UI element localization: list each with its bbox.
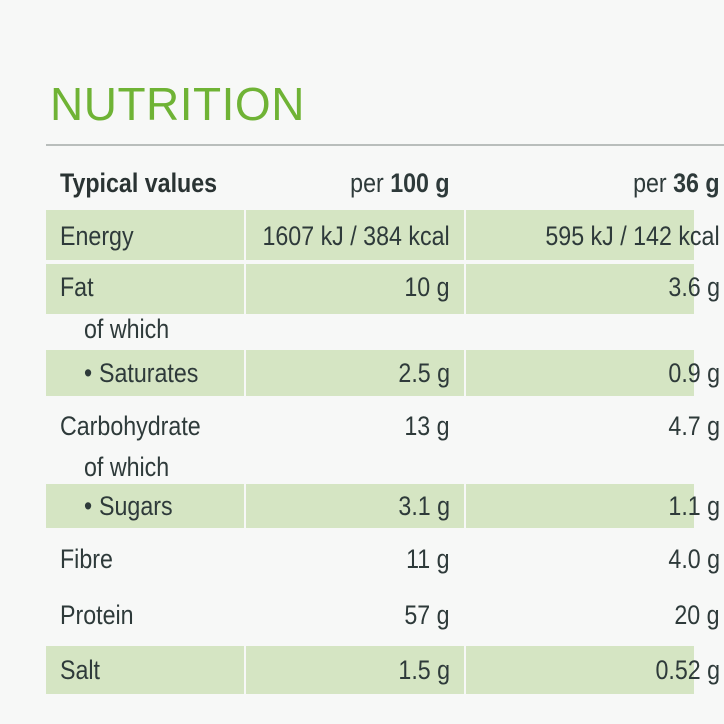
header-per-serving: per 36 g (633, 168, 720, 198)
row-label: Salt (60, 655, 101, 685)
table-row-saturates: • Saturates 2.5 g 0.9 g (46, 350, 724, 396)
nutrition-title: NUTRITION (50, 78, 305, 130)
row-value-per-serving: 4.7 g (668, 411, 720, 441)
row-label: Energy (60, 221, 134, 251)
row-label: • Sugars (84, 491, 173, 521)
bullet-icon: • (84, 491, 93, 521)
row-value-per100: 3.1 g (398, 491, 450, 521)
row-value-per-serving: 1.1 g (668, 491, 720, 521)
row-value-per-serving: 4.0 g (668, 544, 720, 574)
row-value-per100: 1.5 g (398, 655, 450, 685)
row-value-per-serving: 20 g (674, 600, 720, 630)
row-value-per100: 11 g (406, 544, 450, 574)
table-row-fat-of-which: of which (46, 314, 724, 350)
row-label: of which (84, 314, 170, 344)
table-row-sugars: • Sugars 3.1 g 1.1 g (46, 484, 724, 528)
row-value-per-serving: 0.52 g (655, 655, 720, 685)
row-value-per100: 57 g (404, 600, 450, 630)
header-typical-values: Typical values (60, 168, 218, 198)
row-value-per-serving: 3.6 g (668, 272, 720, 302)
row-label: Protein (60, 600, 134, 630)
table-row-fat: Fat 10 g 3.6 g (46, 264, 724, 314)
table-row-carbohydrate: Carbohydrate 13 g 4.7 g (46, 404, 724, 450)
row-label: Carbohydrate (60, 411, 201, 441)
row-label: • Saturates (84, 358, 199, 388)
table-row-fibre: Fibre 11 g 4.0 g (46, 536, 724, 584)
table-row-protein: Protein 57 g 20 g (46, 592, 724, 640)
bullet-icon: • (84, 358, 93, 388)
row-value-per-serving: 595 kJ / 142 kcal (545, 221, 720, 251)
row-value-per100: 1607 kJ / 384 kcal (262, 221, 450, 251)
row-label: of which (84, 452, 170, 482)
row-value-per100: 2.5 g (398, 358, 450, 388)
title-divider (46, 144, 724, 146)
header-per-100g: per 100 g (350, 168, 450, 198)
row-value-per100: 13 g (404, 411, 450, 441)
row-label: Fibre (60, 544, 113, 574)
table-header-row: Typical values per 100 g per 36 g (46, 160, 724, 210)
row-label: Fat (60, 272, 94, 302)
table-row-energy: Energy 1607 kJ / 384 kcal 595 kJ / 142 k… (46, 210, 724, 260)
row-value-per-serving: 0.9 g (668, 358, 720, 388)
table-row-carb-of-which: of which (46, 450, 724, 484)
row-value-per100: 10 g (404, 272, 450, 302)
table-row-salt: Salt 1.5 g 0.52 g (46, 646, 724, 694)
